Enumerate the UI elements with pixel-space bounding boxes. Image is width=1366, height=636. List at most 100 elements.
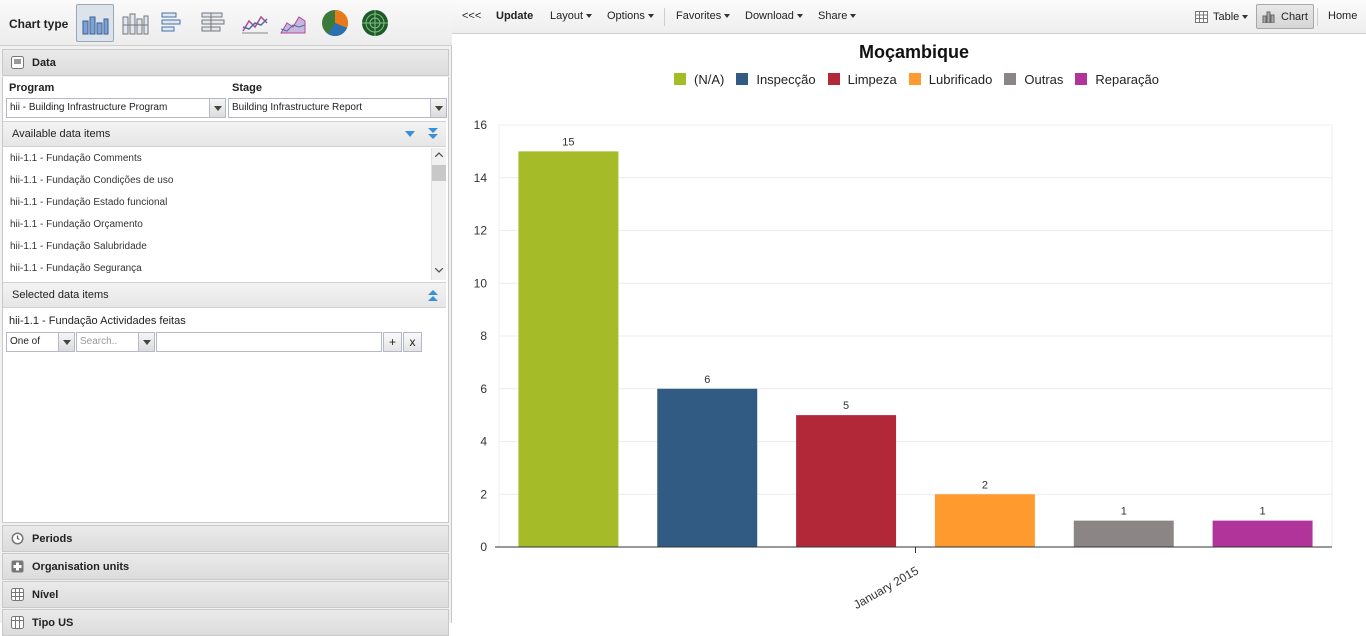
search-placeholder: Search.. (80, 336, 118, 347)
download-label: Download (745, 10, 794, 22)
chart-plot: 0 2 4 6 8 10 12 14 16 15 6 5 2 1 1 January 2015 (474, 118, 1333, 612)
scrollbar-thumb[interactable] (432, 165, 446, 181)
available-items-list[interactable]: hii-1.1 - Fundação Comments hii-1.1 - Fu… (3, 148, 432, 281)
legend-label: Reparação (1095, 71, 1159, 87)
download-menu[interactable]: Download (745, 10, 803, 22)
y-tick-label: 16 (474, 118, 488, 132)
toolbar-divider (664, 8, 665, 26)
stacked-bar-chart-button[interactable] (194, 4, 232, 42)
left-panel: Chart type Data Program Stage (0, 0, 452, 636)
bar-chart-button[interactable] (154, 4, 192, 42)
chart-type-bar: Chart type (0, 0, 452, 46)
update-button[interactable]: Update (496, 10, 534, 22)
available-items-scrollbar[interactable] (431, 148, 446, 280)
list-item[interactable]: hii-1.1 - Fundação Condições de uso (10, 175, 174, 186)
x-tick-label: January 2015 (851, 563, 921, 612)
data-label: 6 (704, 374, 710, 386)
y-tick-label: 12 (474, 224, 488, 238)
clock-icon (11, 532, 24, 545)
list-item[interactable]: hii-1.1 - Fundação Estado funcional (10, 197, 168, 208)
list-item[interactable]: hii-1.1 - Fundação Orçamento (10, 219, 143, 230)
bar (657, 388, 758, 547)
legend-item[interactable]: Lubrificado (908, 70, 992, 88)
program-select[interactable]: hii - Building Infrastructure Program (6, 98, 226, 118)
table-label: Table (1213, 10, 1240, 23)
legend-swatch (908, 73, 921, 85)
legend-label: (N/A) (694, 71, 725, 87)
options-menu[interactable]: Options (607, 10, 654, 22)
caret-down-icon (586, 14, 593, 19)
pie-chart-button[interactable] (316, 4, 354, 42)
select-all-icon[interactable] (428, 128, 438, 140)
deselect-all-icon[interactable] (428, 290, 438, 302)
legend-item[interactable]: Limpeza (827, 70, 897, 88)
nivel-section-title: Nível (32, 588, 59, 601)
area-chart-button[interactable] (274, 4, 312, 42)
favorites-menu[interactable]: Favorites (676, 10, 731, 22)
chart-panel: <<< Update Layout Options Favorites Down… (452, 0, 1366, 623)
nivel-section-header[interactable]: Nível (2, 581, 449, 608)
list-item[interactable]: hii-1.1 - Fundação Salubridade (10, 241, 147, 252)
legend-item[interactable]: Inspecção (736, 70, 816, 88)
bar (934, 494, 1035, 547)
remove-filter-button[interactable]: x (403, 332, 422, 352)
chevron-down-icon[interactable] (209, 99, 225, 117)
legend-label: Limpeza (847, 71, 897, 87)
select-item-icon[interactable] (405, 131, 415, 138)
options-label: Options (607, 10, 645, 22)
scroll-up-icon[interactable] (435, 152, 443, 157)
share-menu[interactable]: Share (818, 10, 857, 22)
orgunits-section-title: Organisation units (32, 560, 130, 573)
stage-select-value: Building Infrastructure Report (232, 102, 363, 113)
legend-item[interactable]: Reparação (1075, 70, 1159, 88)
chevron-down-icon[interactable] (430, 99, 446, 117)
periods-section-header[interactable]: Periods (2, 525, 449, 552)
chart-button[interactable]: Chart (1256, 4, 1314, 29)
legend-item[interactable]: Outras (1004, 70, 1063, 88)
legend-item[interactable]: (N/A) (674, 70, 724, 88)
table-button[interactable]: Table (1189, 4, 1254, 29)
list-item[interactable]: hii-1.1 - Fundação Comments (10, 153, 142, 164)
chevron-down-icon[interactable] (138, 333, 154, 351)
add-filter-button[interactable]: + (383, 332, 402, 352)
data-label: 1 (1121, 506, 1127, 518)
radar-chart-button[interactable] (356, 4, 394, 42)
plus-icon (11, 560, 24, 573)
y-tick-label: 8 (480, 329, 487, 343)
chevron-down-icon[interactable] (58, 333, 74, 351)
scroll-down-icon[interactable] (435, 268, 443, 273)
collapse-button[interactable]: <<< (462, 10, 482, 22)
layout-menu[interactable]: Layout (550, 10, 593, 22)
legend-label: Inspecção (756, 71, 816, 87)
stacked-column-chart-button[interactable] (116, 4, 154, 42)
data-section-header[interactable]: Data (2, 49, 449, 76)
chart-label: Chart (1281, 10, 1308, 23)
search-combo[interactable]: Search.. (76, 332, 155, 352)
caret-down-icon (850, 14, 857, 19)
y-tick-label: 0 (480, 540, 487, 554)
y-tick-label: 4 (480, 435, 487, 449)
home-button[interactable]: Home (1328, 10, 1358, 22)
caret-down-icon (647, 14, 654, 19)
bar (1073, 520, 1174, 547)
column-chart-button[interactable] (76, 4, 114, 42)
orgunits-section-header[interactable]: Organisation units (2, 553, 449, 580)
operator-select[interactable]: One of (6, 332, 75, 352)
filter-value-input[interactable] (156, 332, 382, 352)
caret-down-icon (1242, 14, 1249, 19)
legend-swatch (736, 73, 749, 85)
data-icon (11, 56, 24, 69)
stacked-bar-chart-icon (201, 12, 225, 32)
y-tick-label: 10 (474, 276, 488, 290)
list-item[interactable]: hii-1.1 - Fundação Segurança (10, 263, 142, 274)
column-chart-icon (82, 16, 109, 35)
selected-items-label: Selected data items (12, 289, 109, 301)
line-chart-button[interactable] (236, 4, 274, 42)
y-tick-label: 14 (474, 171, 488, 185)
available-items-label: Available data items (12, 128, 111, 140)
data-label: 2 (982, 479, 988, 491)
stage-select[interactable]: Building Infrastructure Report (228, 98, 447, 118)
selected-items-header: Selected data items (3, 282, 446, 308)
legend-label: Outras (1024, 71, 1064, 87)
caret-down-icon (724, 14, 731, 19)
